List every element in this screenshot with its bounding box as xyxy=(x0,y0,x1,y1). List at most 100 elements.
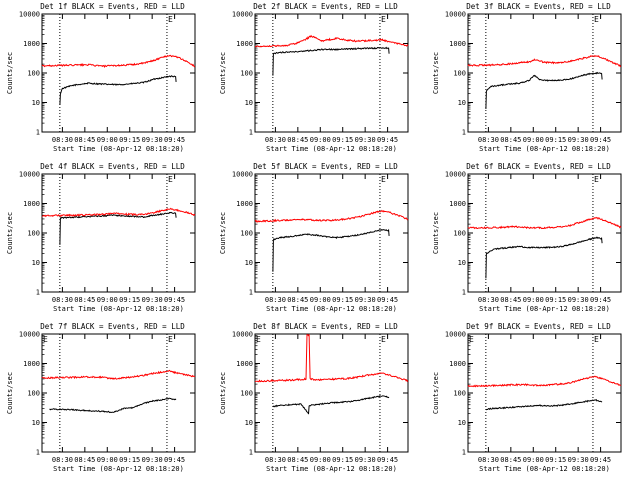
chart-title: Det 5f BLACK = Events, RED = LLD xyxy=(253,162,398,171)
panel-det-4f: Det 4f BLACK = Events, RED = LLD 1 10 100 10… xyxy=(0,160,213,320)
plot-frame xyxy=(41,13,196,133)
series-line-lld xyxy=(254,209,409,223)
chart-title: Det 2f BLACK = Events, RED = LLD xyxy=(253,2,398,11)
event-marker-label: E xyxy=(168,15,173,24)
panel-det-6f: Det 6f BLACK = Events, RED = LLD 1 10 100 10… xyxy=(426,160,639,320)
x-tick-label: 09:45 xyxy=(590,136,611,144)
x-tick-label: 08:45 xyxy=(500,456,521,464)
y-tick-label: 100 xyxy=(240,390,253,398)
x-tick-label: 08:30 xyxy=(52,456,73,464)
y-axis-label: Counts/sec xyxy=(6,212,14,254)
x-tick-label: 09:15 xyxy=(332,456,353,464)
y-tick-label: 1000 xyxy=(236,360,253,368)
event-marker-label: E xyxy=(43,335,48,344)
y-tick-label: 10000 xyxy=(19,331,40,339)
y-tick-label: 10000 xyxy=(232,331,253,339)
series-line-lld xyxy=(254,34,409,48)
chart-det-6f: Det 6f BLACK = Events, RED = LLD 1 10 100 10… xyxy=(432,162,622,313)
y-tick-label: 1 xyxy=(36,449,40,457)
series-line-events xyxy=(485,71,603,110)
x-tick-label: 09:00 xyxy=(310,296,331,304)
y-tick-label: 100 xyxy=(240,70,253,78)
series-line-events xyxy=(272,228,390,272)
x-tick-label: 09:30 xyxy=(142,296,163,304)
x-axis-label: Start Time (08-Apr-12 08:18:20) xyxy=(53,305,184,313)
event-marker-label: E xyxy=(469,335,474,344)
x-tick-label: 08:45 xyxy=(287,456,308,464)
y-tick-label: 10000 xyxy=(445,11,466,19)
y-tick-label: 10 xyxy=(245,419,253,427)
x-tick-label: 08:30 xyxy=(265,296,286,304)
y-tick-label: 10 xyxy=(245,259,253,267)
event-marker-label: E xyxy=(594,335,599,344)
x-tick-label: 08:45 xyxy=(74,456,95,464)
y-tick-label: 1 xyxy=(249,129,253,137)
panel-det-8f: Det 8f BLACK = Events, RED = LLD 1 10 100 10… xyxy=(213,320,426,480)
y-tick-label: 10 xyxy=(32,419,40,427)
series-line-events xyxy=(485,236,603,279)
y-axis-label: Counts/sec xyxy=(6,52,14,94)
x-tick-label: 09:15 xyxy=(332,136,353,144)
y-tick-label: 10 xyxy=(458,99,466,107)
panel-det-7f: Det 7f BLACK = Events, RED = LLD 1 10 100 10… xyxy=(0,320,213,480)
x-tick-label: 09:15 xyxy=(119,456,140,464)
y-tick-label: 10 xyxy=(32,259,40,267)
x-tick-label: 09:00 xyxy=(310,456,331,464)
series-line-events xyxy=(272,394,390,415)
x-tick-label: 08:45 xyxy=(287,296,308,304)
y-tick-label: 1 xyxy=(462,129,466,137)
x-tick-label: 08:30 xyxy=(265,136,286,144)
chart-title: Det 4f BLACK = Events, RED = LLD xyxy=(40,162,185,171)
x-axis-label: Start Time (08-Apr-12 08:18:20) xyxy=(53,145,184,153)
plot-frame xyxy=(254,173,409,293)
chart-det-5f: Det 5f BLACK = Events, RED = LLD 1 10 100 10… xyxy=(219,162,409,313)
plot-frame xyxy=(41,173,196,293)
y-tick-label: 1 xyxy=(249,289,253,297)
chart-det-7f: Det 7f BLACK = Events, RED = LLD 1 10 100 10… xyxy=(6,322,196,473)
plot-frame xyxy=(467,173,622,293)
chart-det-3f: Det 3f BLACK = Events, RED = LLD 1 10 100 10… xyxy=(432,2,622,153)
x-tick-label: 09:00 xyxy=(523,456,544,464)
x-tick-label: 09:45 xyxy=(377,456,398,464)
y-tick-label: 1 xyxy=(249,449,253,457)
panel-det-9f: Det 9f BLACK = Events, RED = LLD 1 10 100 10… xyxy=(426,320,639,480)
x-tick-label: 09:00 xyxy=(523,296,544,304)
x-tick-label: 09:45 xyxy=(590,296,611,304)
x-tick-label: 09:30 xyxy=(355,136,376,144)
chart-title: Det 9f BLACK = Events, RED = LLD xyxy=(466,322,611,331)
chart-title: Det 6f BLACK = Events, RED = LLD xyxy=(466,162,611,171)
panel-det-5f: Det 5f BLACK = Events, RED = LLD 1 10 100 10… xyxy=(213,160,426,320)
x-tick-label: 09:15 xyxy=(332,296,353,304)
chart-det-9f: Det 9f BLACK = Events, RED = LLD 1 10 100 10… xyxy=(432,322,622,473)
event-marker-label: E xyxy=(381,175,386,184)
series-line-lld xyxy=(255,333,409,383)
x-tick-label: 08:30 xyxy=(478,136,499,144)
x-tick-label: 09:15 xyxy=(119,136,140,144)
y-tick-label: 1000 xyxy=(449,200,466,208)
x-tick-label: 09:00 xyxy=(97,296,118,304)
chart-det-2f: Det 2f BLACK = Events, RED = LLD 1 10 100 10… xyxy=(219,2,409,153)
x-tick-label: 09:00 xyxy=(523,136,544,144)
chart-title: Det 3f BLACK = Events, RED = LLD xyxy=(466,2,611,11)
y-axis-label: Counts/sec xyxy=(219,372,227,414)
x-tick-label: 08:30 xyxy=(52,296,73,304)
y-axis-label: Counts/sec xyxy=(219,52,227,94)
x-axis-label: Start Time (08-Apr-12 08:18:20) xyxy=(479,145,610,153)
x-tick-label: 09:45 xyxy=(164,296,185,304)
x-tick-label: 09:00 xyxy=(310,136,331,144)
y-axis-label: Counts/sec xyxy=(432,212,440,254)
y-tick-label: 10000 xyxy=(232,11,253,19)
y-tick-label: 100 xyxy=(240,230,253,238)
y-tick-label: 10 xyxy=(32,99,40,107)
x-axis-label: Start Time (08-Apr-12 08:18:20) xyxy=(53,465,184,473)
y-axis-label: Counts/sec xyxy=(6,372,14,414)
series-line-lld xyxy=(467,54,622,68)
y-tick-label: 100 xyxy=(27,230,40,238)
series-line-events xyxy=(485,398,603,411)
y-tick-label: 1 xyxy=(36,129,40,137)
x-tick-label: 09:30 xyxy=(568,296,589,304)
x-tick-label: 08:30 xyxy=(478,456,499,464)
x-tick-label: 09:30 xyxy=(142,456,163,464)
x-tick-label: 09:45 xyxy=(164,456,185,464)
y-tick-label: 100 xyxy=(27,70,40,78)
